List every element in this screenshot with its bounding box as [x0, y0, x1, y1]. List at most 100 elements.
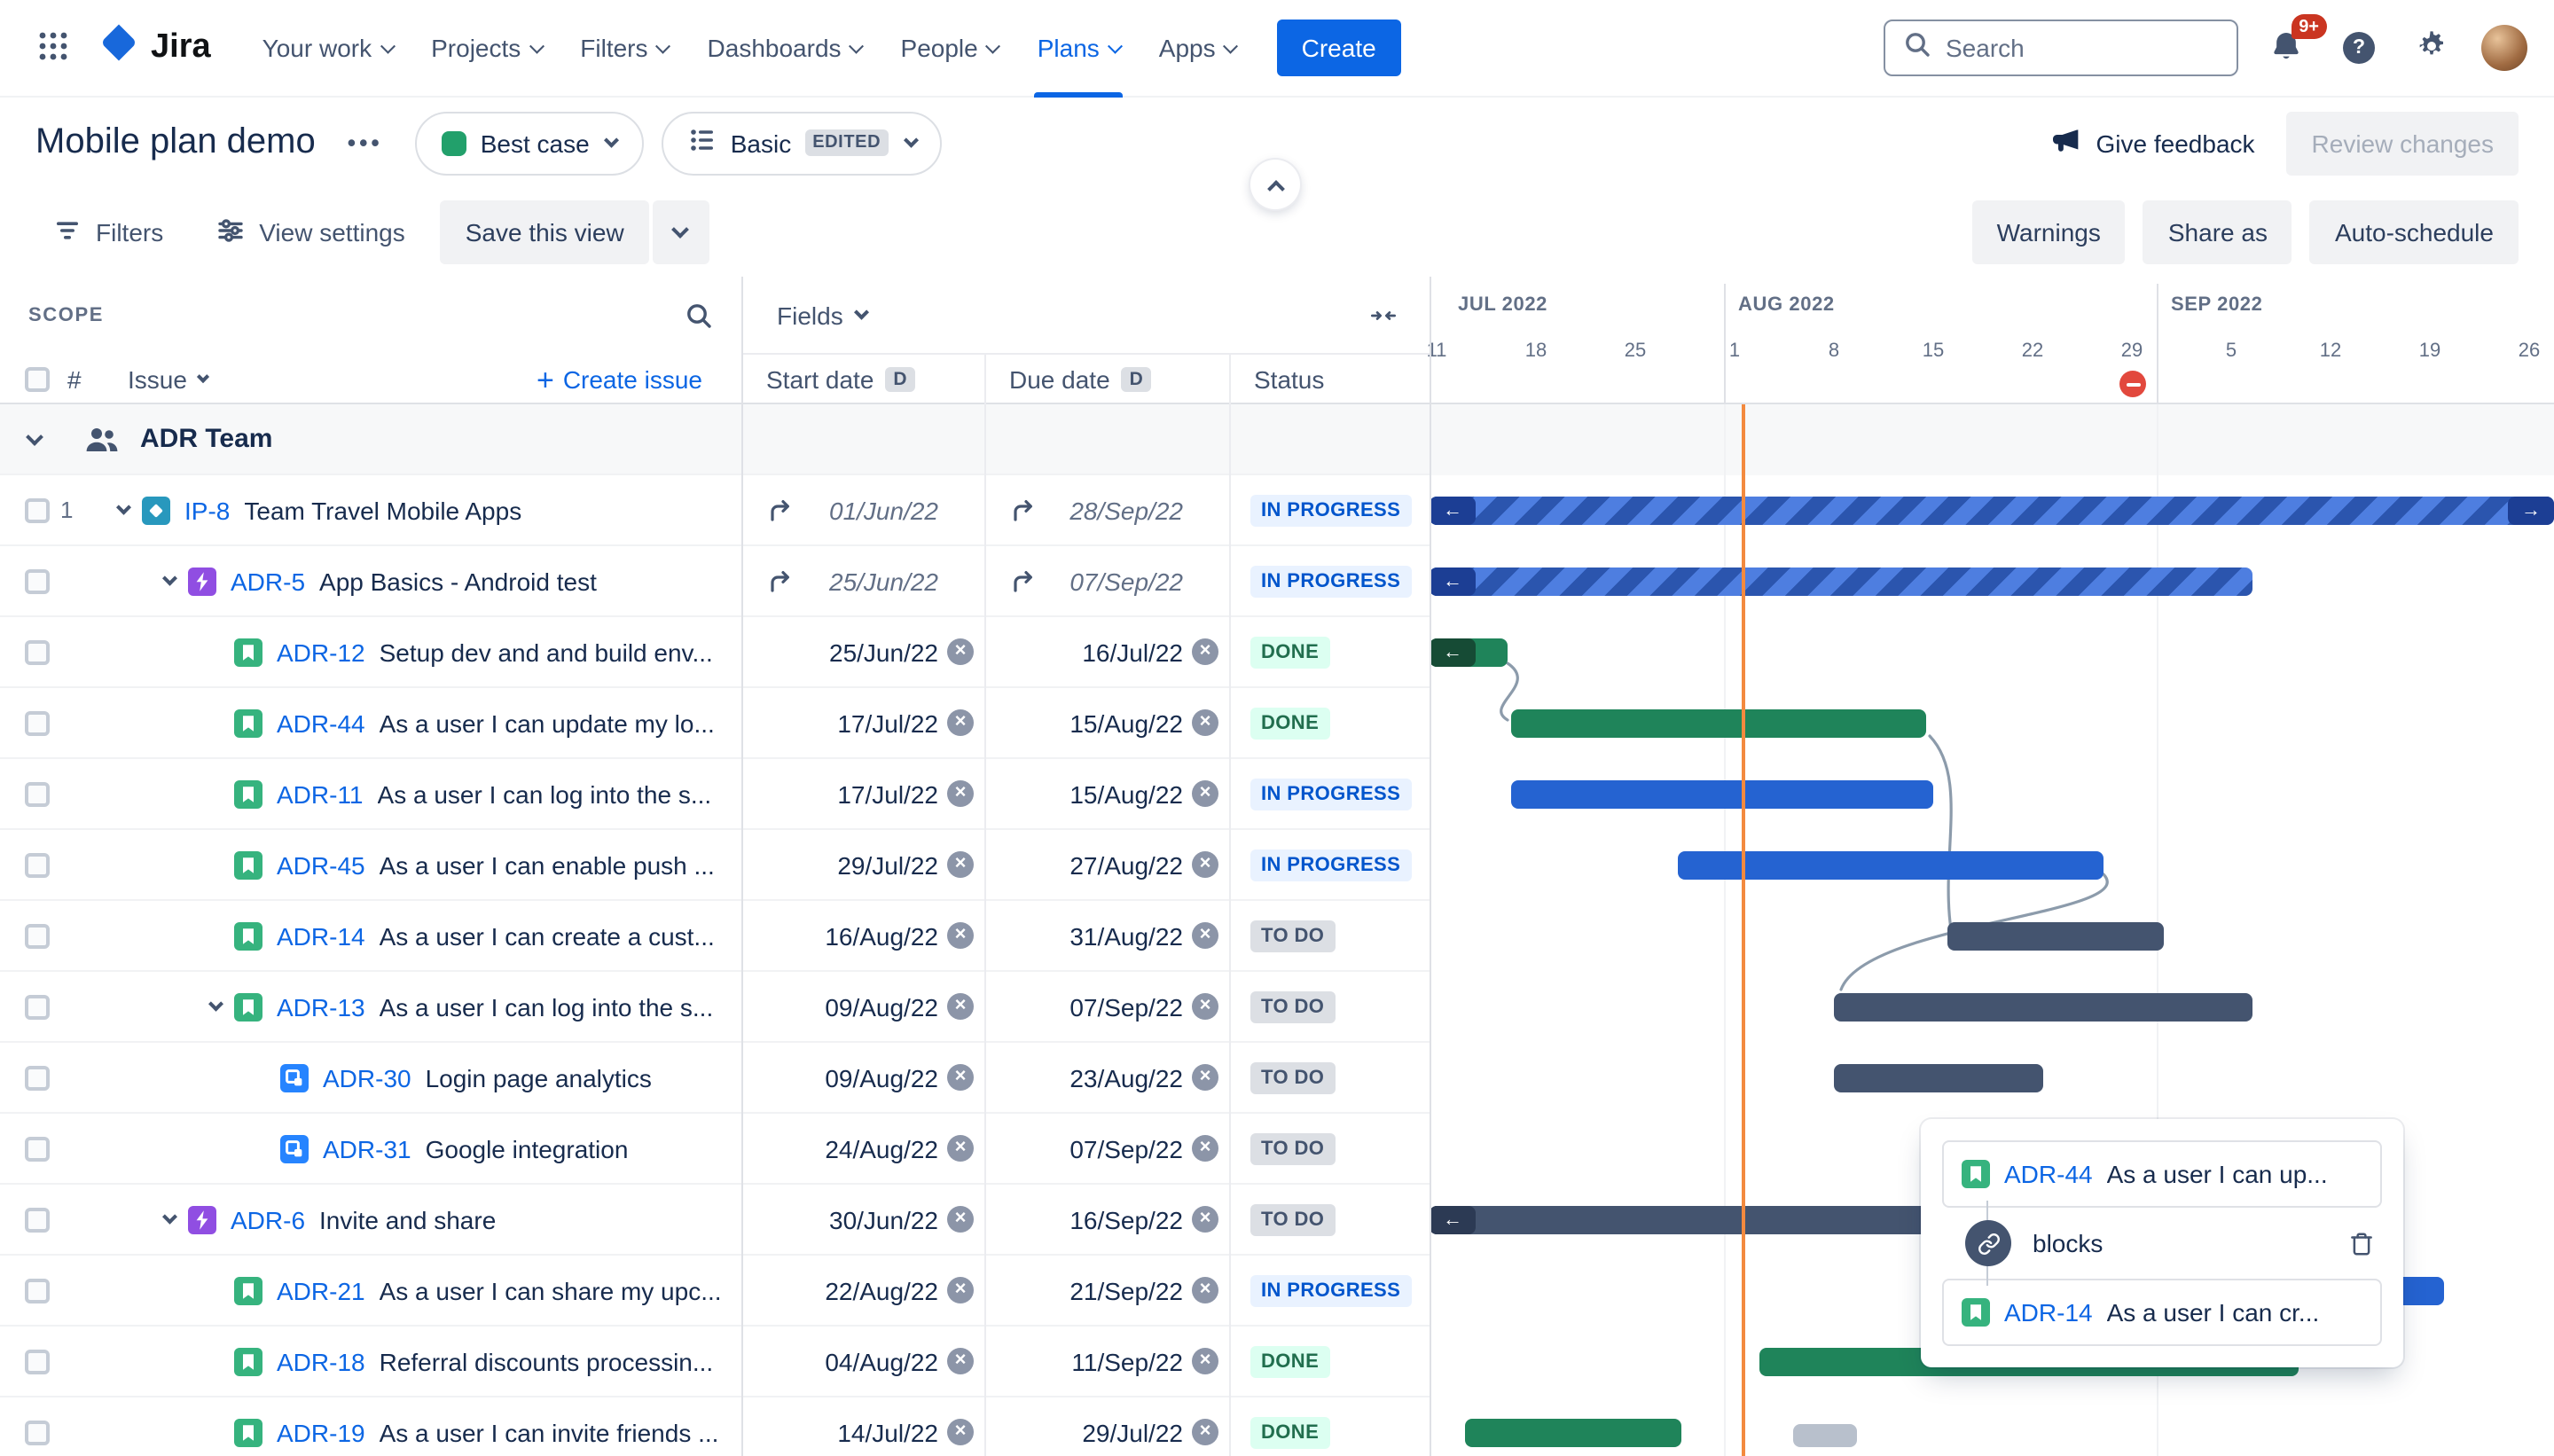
warnings-button[interactable]: Warnings [1971, 200, 2126, 264]
table-row[interactable]: ADR-44 As a user I can update my lo... [0, 688, 741, 759]
scope-search-button[interactable] [685, 301, 713, 330]
clear-date-icon[interactable] [947, 993, 974, 1020]
dependency-from-issue[interactable]: ADR-44 As a user I can up... [1942, 1140, 2382, 1208]
start-date-cell[interactable]: 14/Jul/22 [741, 1397, 984, 1456]
due-date-cell[interactable]: 15/Aug/22 [984, 759, 1229, 828]
start-date-cell[interactable]: 09/Aug/22 [741, 972, 984, 1041]
clear-date-icon[interactable] [947, 780, 974, 807]
issue-key-link[interactable]: ADR-19 [277, 1418, 365, 1446]
table-row[interactable]: ADR-13 As a user I can log into the s... [0, 972, 741, 1043]
clear-date-icon[interactable] [1192, 1206, 1218, 1233]
due-date-cell[interactable]: 07/Sep/22 [984, 546, 1229, 615]
row-checkbox[interactable] [25, 1065, 50, 1090]
start-date-cell[interactable]: 17/Jul/22 [741, 759, 984, 828]
nav-plans[interactable]: Plans [1018, 0, 1140, 97]
status-cell[interactable]: DONE [1229, 1397, 1430, 1456]
due-date-cell[interactable]: 29/Jul/22 [984, 1397, 1229, 1456]
gantt-bar[interactable] [1465, 1419, 1681, 1447]
issue-key-link[interactable]: ADR-30 [323, 1063, 411, 1092]
clear-date-icon[interactable] [1192, 1135, 1218, 1162]
search-input[interactable] [1946, 34, 2219, 62]
save-view-caret-button[interactable] [652, 200, 709, 264]
issue-key-link[interactable]: ADR-13 [277, 992, 365, 1021]
status-cell[interactable]: IN PROGRESS [1229, 546, 1430, 615]
due-date-cell[interactable]: 11/Sep/22 [984, 1327, 1229, 1396]
issue-column-header[interactable]: Issue [128, 365, 211, 394]
status-cell[interactable]: IN PROGRESS [1229, 830, 1430, 899]
row-checkbox[interactable] [25, 1207, 50, 1232]
clear-date-icon[interactable] [1192, 638, 1218, 665]
delete-dependency-button[interactable] [2348, 1230, 2375, 1256]
clear-date-icon[interactable] [947, 638, 974, 665]
nav-your-work[interactable]: Your work [243, 0, 412, 97]
gantt-bar[interactable] [1430, 568, 2252, 596]
nav-apps[interactable]: Apps [1140, 0, 1256, 97]
clear-date-icon[interactable] [1192, 851, 1218, 878]
gantt-bar[interactable] [1430, 638, 1508, 667]
filters-button[interactable]: Filters [35, 200, 181, 264]
row-checkbox[interactable] [25, 852, 50, 877]
chevron-down-icon[interactable] [153, 571, 188, 585]
clear-date-icon[interactable] [947, 1419, 974, 1445]
nav-projects[interactable]: Projects [411, 0, 560, 97]
row-checkbox[interactable] [25, 1420, 50, 1444]
issue-key-link[interactable]: ADR-21 [277, 1276, 365, 1304]
app-switcher-button[interactable] [25, 20, 82, 76]
row-checkbox[interactable] [25, 781, 50, 806]
release-marker-overdue[interactable] [2119, 371, 2146, 397]
nav-people[interactable]: People [881, 0, 1018, 97]
table-row[interactable]: ADR-18 Referral discounts processin... [0, 1327, 741, 1397]
issue-key-link[interactable]: ADR-31 [323, 1134, 411, 1162]
create-issue-button[interactable]: Create issue [537, 364, 702, 395]
status-cell[interactable]: IN PROGRESS [1229, 759, 1430, 828]
gantt-bar[interactable] [1511, 780, 1933, 809]
collapse-header-button[interactable] [1250, 160, 1300, 209]
scenario-selector[interactable]: Best case [414, 111, 644, 175]
fields-dropdown[interactable]: Fields [777, 301, 869, 329]
gantt-bar[interactable] [1834, 1064, 2043, 1092]
clear-date-icon[interactable] [947, 1348, 974, 1374]
nav-filters[interactable]: Filters [560, 0, 687, 97]
issue-key-link[interactable]: ADR-44 [2004, 1160, 2093, 1188]
issue-key-link[interactable]: ADR-44 [277, 708, 365, 737]
table-row[interactable]: ADR-21 As a user I can share my upc... [0, 1256, 741, 1327]
chevron-down-icon[interactable] [26, 427, 43, 445]
start-date-cell[interactable]: 30/Jun/22 [741, 1185, 984, 1254]
plan-more-button[interactable] [333, 122, 397, 163]
table-row[interactable]: 1 IP-8 Team Travel Mobile Apps [0, 475, 741, 546]
clear-date-icon[interactable] [947, 709, 974, 736]
clear-date-icon[interactable] [947, 922, 974, 949]
gantt-bar[interactable] [1678, 851, 2104, 880]
auto-schedule-button[interactable]: Auto-schedule [2309, 200, 2519, 264]
clear-date-icon[interactable] [947, 851, 974, 878]
due-date-cell[interactable]: 07/Sep/22 [984, 972, 1229, 1041]
status-cell[interactable]: TO DO [1229, 1043, 1430, 1112]
status-cell[interactable]: TO DO [1229, 1114, 1430, 1183]
gantt-bar[interactable] [1511, 709, 1926, 738]
table-row[interactable]: ADR-11 As a user I can log into the s... [0, 759, 741, 830]
settings-button[interactable] [2407, 23, 2456, 73]
gantt-bar[interactable] [1834, 993, 2252, 1022]
start-date-cell[interactable]: 17/Jul/22 [741, 688, 984, 757]
gantt-bar[interactable] [1947, 922, 2164, 951]
row-checkbox[interactable] [25, 923, 50, 948]
table-row[interactable]: ADR-19 As a user I can invite friends ... [0, 1397, 741, 1456]
clear-date-icon[interactable] [947, 1135, 974, 1162]
due-date-cell[interactable]: 16/Jul/22 [984, 617, 1229, 686]
collapse-fields-button[interactable] [1369, 301, 1398, 329]
due-date-cell[interactable]: 23/Aug/22 [984, 1043, 1229, 1112]
issue-key-link[interactable]: IP-8 [184, 496, 231, 524]
clear-date-icon[interactable] [1192, 1277, 1218, 1303]
issue-key-link[interactable]: ADR-11 [277, 779, 364, 808]
profile-button[interactable] [2480, 23, 2529, 73]
start-date-cell[interactable]: 01/Jun/22 [741, 475, 984, 544]
view-selector[interactable]: Basic EDITED [661, 111, 943, 175]
row-checkbox[interactable] [25, 1349, 50, 1374]
dependency-to-issue[interactable]: ADR-14 As a user I can cr... [1942, 1279, 2382, 1346]
start-date-cell[interactable]: 16/Aug/22 [741, 901, 984, 970]
clear-date-icon[interactable] [947, 1206, 974, 1233]
start-date-cell[interactable]: 25/Jun/22 [741, 617, 984, 686]
due-date-cell[interactable]: 16/Sep/22 [984, 1185, 1229, 1254]
due-date-cell[interactable]: 28/Sep/22 [984, 475, 1229, 544]
row-checkbox[interactable] [25, 497, 50, 522]
